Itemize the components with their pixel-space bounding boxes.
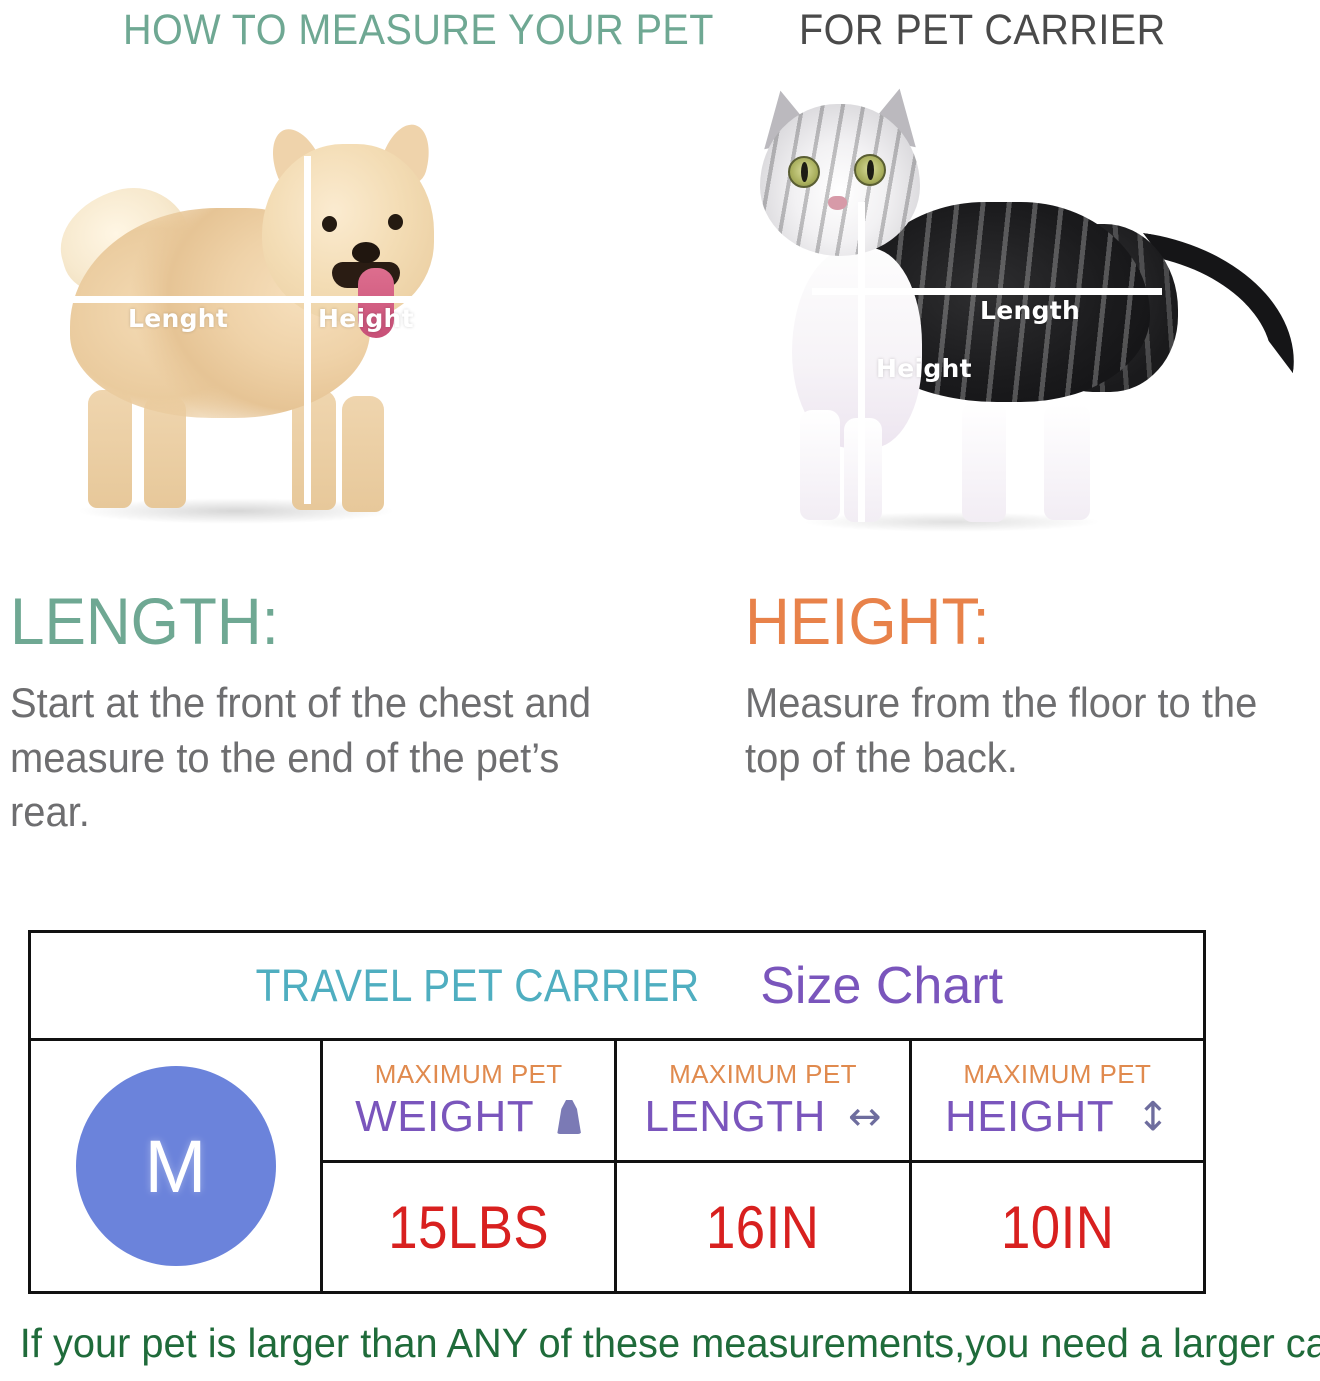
metric-name-row-weight: WEIGHT: [355, 1092, 582, 1142]
definition-length-body: Start at the front of the chest and meas…: [10, 679, 592, 836]
metric-value-height: 10IN: [1000, 1193, 1114, 1261]
definition-length-title: LENGTH:: [10, 584, 279, 658]
dog-length-label: Lenght: [128, 304, 229, 333]
metric-value-length: 16IN: [706, 1193, 820, 1261]
cat-illustration: Length Height: [672, 82, 1312, 534]
cat-height-label: Height: [876, 354, 972, 383]
horizontal-arrow-icon: ↔: [847, 1094, 882, 1140]
dog-length-guide-line: [56, 296, 446, 303]
dog-eye-left: [322, 216, 337, 232]
cat-front-leg-left: [800, 410, 840, 520]
size-badge-cell: M: [31, 1041, 323, 1291]
metric-header-weight: MAXIMUM PET WEIGHT: [323, 1041, 615, 1163]
vertical-arrow-icon: ↕: [1136, 1094, 1170, 1140]
dog-front-leg-right: [342, 396, 384, 512]
metric-column-length: MAXIMUM PET LENGTH ↔ 16IN: [617, 1041, 912, 1291]
metric-eyebrow-height: MAXIMUM PET: [963, 1059, 1152, 1089]
metric-column-weight: MAXIMUM PET WEIGHT 15LBS: [323, 1041, 618, 1291]
cat-height-guide-line: [858, 202, 865, 522]
weight-icon: [556, 1100, 582, 1134]
metric-value-weight: 15LBS: [388, 1193, 550, 1261]
cat-hind-leg-right: [1044, 404, 1090, 520]
metric-name-weight: WEIGHT: [355, 1092, 535, 1141]
dog-height-label: Height: [318, 304, 414, 333]
metric-name-length: LENGTH: [644, 1092, 826, 1141]
dog-hind-leg-left: [88, 390, 132, 508]
cat-nose: [828, 196, 847, 210]
definition-height-body: Measure from the floor to the top of the…: [745, 679, 1258, 781]
dog-illustration: Lenght Height: [36, 90, 446, 530]
metric-name-row-length: LENGTH ↔: [644, 1092, 881, 1142]
pet-illustrations: Lenght Height Length Height: [0, 78, 1320, 548]
dog-front-leg-left: [292, 390, 336, 510]
page-title-primary: HOW TO MEASURE YOUR PET: [122, 6, 714, 54]
size-chart-title-primary: TRAVEL PET CARRIER: [255, 959, 700, 1011]
metric-header-length: MAXIMUM PET LENGTH ↔: [617, 1041, 909, 1163]
size-chart-title-row: TRAVEL PET CARRIER Size Chart: [31, 933, 1203, 1041]
page-header: HOW TO MEASURE YOUR PET FOR PET CARRIER: [0, 6, 1320, 55]
definition-length: LENGTH: Start at the front of the chest …: [10, 588, 630, 840]
cat-pupil-left: [801, 162, 808, 182]
cat-pupil-right: [867, 160, 874, 180]
size-chart-body: M MAXIMUM PET WEIGHT 15LBS MAXIMUM P: [31, 1041, 1203, 1291]
cat-hind-leg-left: [962, 402, 1006, 522]
metric-name-row-height: HEIGHT ↕: [945, 1092, 1170, 1142]
metric-header-height: MAXIMUM PET HEIGHT ↕: [911, 1041, 1203, 1163]
definition-height: HEIGHT: Measure from the floor to the to…: [745, 588, 1305, 785]
dog-nose: [352, 242, 380, 263]
cat-head: [760, 104, 920, 256]
dog-height-guide-line: [304, 156, 311, 504]
metric-columns: MAXIMUM PET WEIGHT 15LBS MAXIMUM PET LEN…: [323, 1041, 1203, 1291]
size-chart-title-secondary: Size Chart: [760, 956, 1004, 1015]
dog-eye-right: [388, 214, 403, 230]
metric-eyebrow-length: MAXIMUM PET: [669, 1059, 857, 1089]
definition-height-title: HEIGHT:: [745, 584, 990, 658]
metric-name-height: HEIGHT: [944, 1092, 1115, 1141]
metric-column-height: MAXIMUM PET HEIGHT ↕ 10IN: [911, 1041, 1203, 1291]
page-title-secondary: FOR PET CARRIER: [798, 6, 1166, 54]
metric-eyebrow-weight: MAXIMUM PET: [374, 1059, 563, 1089]
dog-tongue: [358, 268, 394, 338]
footnote-warning: If your pet is larger than ANY of these …: [19, 1320, 1320, 1366]
size-badge-medium: M: [75, 1066, 276, 1266]
size-chart-table: TRAVEL PET CARRIER Size Chart M MAXIMUM …: [28, 930, 1206, 1294]
cat-length-label: Length: [980, 296, 1081, 325]
cat-length-guide-line: [812, 288, 1162, 295]
dog-head: [262, 144, 434, 322]
